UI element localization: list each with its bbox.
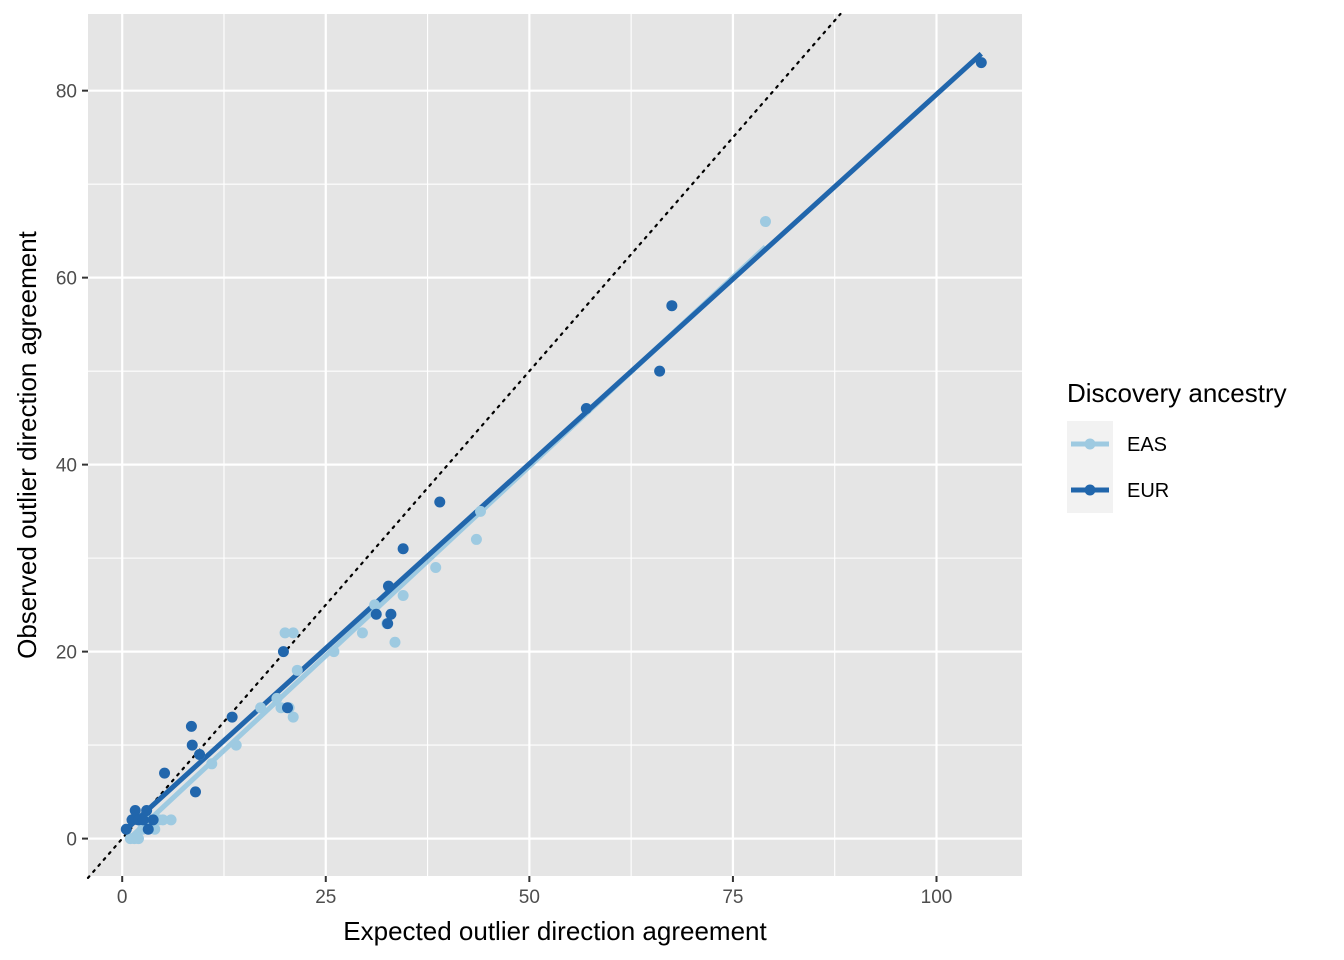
data-point-eas (255, 702, 267, 714)
data-point-eas (397, 590, 409, 602)
identity-reference-line (86, 12, 842, 879)
y-tick-label: 0 (66, 830, 77, 851)
data-point-eur (226, 711, 238, 723)
data-point-eas (328, 646, 340, 658)
legend-label-eas: EAS (1127, 434, 1167, 456)
data-point-eas (279, 627, 291, 639)
x-axis-title: Expected outlier direction agreement (343, 916, 767, 946)
y-tick-label: 60 (56, 269, 77, 290)
x-tick-label: 75 (722, 887, 743, 908)
x-tick-label: 0 (117, 887, 128, 908)
y-tick-label: 40 (56, 456, 77, 477)
data-point-eas (430, 561, 442, 573)
data-point-eas (157, 814, 169, 826)
data-point-eur (666, 300, 678, 312)
plot-content (86, 12, 987, 879)
y-tick-label: 80 (56, 82, 77, 103)
data-point-eur (434, 496, 446, 508)
legend-label-eur: EUR (1127, 480, 1169, 502)
minor-gridlines (88, 14, 1022, 876)
data-point-eur (277, 646, 289, 658)
data-point-eas (369, 599, 381, 611)
y-axis: 0 20 40 60 80 (56, 82, 88, 851)
data-point-eas (470, 533, 482, 545)
data-point-eur (580, 403, 592, 415)
data-point-eur (137, 814, 149, 826)
data-point-eur (194, 748, 206, 760)
y-axis-title: Observed outlier direction agreement (12, 230, 42, 659)
data-point-eur (189, 786, 201, 798)
y-tick-label: 20 (56, 643, 77, 664)
legend-title: Discovery ancestry (1067, 378, 1287, 408)
data-point-eas (287, 627, 299, 639)
data-point-eas (230, 739, 242, 751)
fit-line-eur (124, 51, 983, 832)
data-point-eas (759, 216, 771, 228)
legend: Discovery ancestry EAS EUR (1067, 378, 1287, 513)
data-point-eas (291, 664, 303, 676)
data-point-eas (132, 833, 144, 845)
data-point-eur (382, 618, 394, 630)
x-axis: 0 25 50 75 100 (117, 876, 952, 908)
data-point-eas (271, 692, 283, 704)
data-point-eur (159, 767, 171, 779)
data-point-eur (397, 543, 409, 555)
data-point-eur (282, 702, 294, 714)
x-tick-label: 50 (519, 887, 540, 908)
x-tick-label: 25 (315, 887, 336, 908)
data-point-eur (147, 814, 159, 826)
major-gridlines (88, 14, 1022, 876)
data-point-eas (389, 636, 401, 648)
data-point-eur (654, 365, 666, 377)
data-point-eur (185, 720, 197, 732)
data-point-eur (120, 823, 132, 835)
data-point-eur (385, 608, 397, 620)
data-point-eur (370, 608, 382, 620)
data-point-eur (142, 823, 154, 835)
points-eur (120, 57, 987, 835)
data-point-eas (206, 758, 218, 770)
data-point-eur (975, 57, 987, 69)
data-point-eur (141, 805, 153, 817)
data-point-eur (382, 580, 394, 592)
data-point-eur (129, 805, 141, 817)
data-point-eas (165, 814, 177, 826)
data-point-eur (186, 739, 198, 751)
legend-key-point-eur (1084, 484, 1096, 496)
legend-key-point-eas (1084, 438, 1096, 450)
data-point-eas (287, 711, 299, 723)
data-point-eas (356, 627, 368, 639)
x-tick-label: 100 (921, 887, 953, 908)
data-point-eas (474, 505, 486, 517)
